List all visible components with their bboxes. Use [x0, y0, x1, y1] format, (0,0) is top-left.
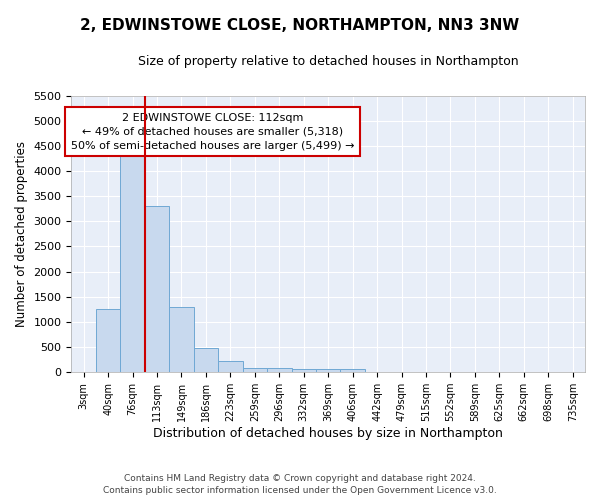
Bar [292, 370, 316, 372]
Y-axis label: Number of detached properties: Number of detached properties [15, 141, 28, 327]
X-axis label: Distribution of detached houses by size in Northampton: Distribution of detached houses by size … [153, 427, 503, 440]
Bar [96, 309, 121, 372]
Bar [316, 370, 340, 372]
Text: Contains HM Land Registry data © Crown copyright and database right 2024.
Contai: Contains HM Land Registry data © Crown c… [103, 474, 497, 495]
Bar [267, 368, 292, 372]
Bar [194, 348, 218, 372]
Bar [340, 370, 365, 372]
Bar [218, 362, 242, 372]
Bar [145, 206, 169, 372]
Title: Size of property relative to detached houses in Northampton: Size of property relative to detached ho… [138, 55, 518, 68]
Bar [242, 368, 267, 372]
Bar [121, 154, 145, 372]
Text: 2, EDWINSTOWE CLOSE, NORTHAMPTON, NN3 3NW: 2, EDWINSTOWE CLOSE, NORTHAMPTON, NN3 3N… [80, 18, 520, 32]
Bar [169, 308, 194, 372]
Text: 2 EDWINSTOWE CLOSE: 112sqm
← 49% of detached houses are smaller (5,318)
50% of s: 2 EDWINSTOWE CLOSE: 112sqm ← 49% of deta… [71, 112, 355, 150]
